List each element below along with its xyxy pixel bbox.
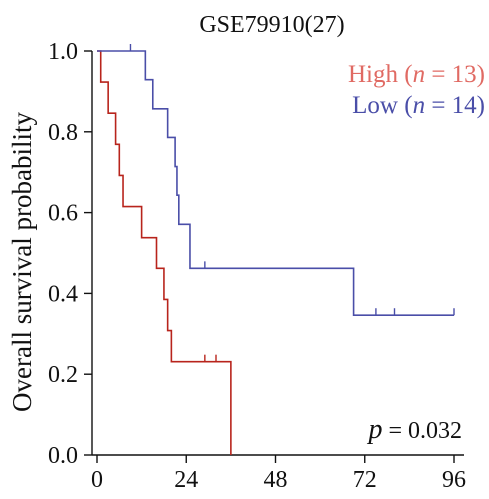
p-value-annotation: p = 0.032 — [366, 414, 462, 445]
legend-high: High (n = 13) — [348, 61, 485, 88]
x-tick-label: 48 — [264, 467, 288, 493]
y-tick-label: 0.2 — [48, 362, 78, 388]
legend-high-name: High — [348, 61, 399, 88]
y-tick-label: 0.8 — [48, 120, 78, 146]
y-tick-label: 0.6 — [48, 201, 78, 227]
legend-high-open: ( — [398, 61, 413, 88]
x-tick-label: 0 — [91, 467, 103, 493]
legend-low-open: ( — [398, 92, 413, 119]
y-ticks: 0.0 0.2 0.4 0.6 0.8 1.0 — [48, 39, 92, 469]
legend-low-name: Low — [352, 92, 398, 119]
legend-high-count: = 13) — [425, 61, 485, 88]
y-axis-label: Overall survival probability — [7, 112, 37, 412]
legend: High (n = 13) Low (n = 14) — [348, 61, 485, 119]
x-tick-label: 96 — [442, 467, 466, 493]
p-value-text: = 0.032 — [382, 418, 462, 444]
y-tick-label: 0.0 — [48, 443, 78, 469]
legend-high-n: n — [413, 61, 426, 88]
survival-curves — [97, 44, 455, 455]
axes — [91, 51, 464, 456]
p-value-symbol: p — [366, 414, 382, 445]
x-tick-label: 72 — [353, 467, 377, 493]
x-ticks: 0 24 48 72 96 — [91, 455, 466, 493]
chart-title: GSE79910(27) — [199, 12, 344, 38]
y-tick-label: 1.0 — [48, 39, 78, 65]
low-survival-curve — [97, 50, 454, 317]
legend-low: Low (n = 14) — [352, 92, 485, 119]
y-tick-label: 0.4 — [48, 281, 78, 307]
high-survival-curve — [97, 50, 232, 455]
x-tick-label: 24 — [174, 467, 198, 493]
legend-low-count: = 14) — [425, 92, 485, 119]
legend-low-n: n — [413, 92, 426, 119]
